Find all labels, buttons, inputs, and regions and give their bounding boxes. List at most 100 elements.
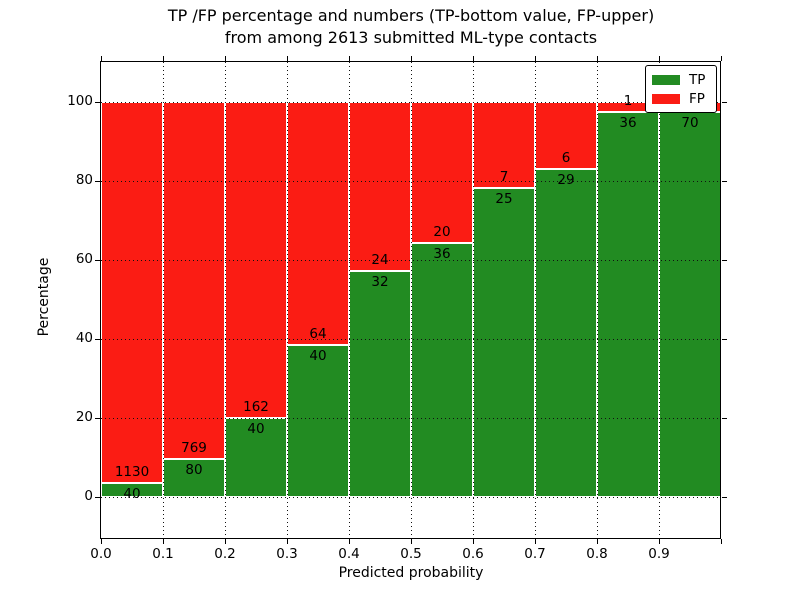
bar-label-tp: 70: [681, 115, 699, 132]
y-tick-mark: [95, 259, 100, 261]
x-tick-mark-top: [163, 56, 164, 61]
bar-segment-fp: [163, 101, 225, 460]
gridline-vertical: [163, 62, 164, 538]
y-tick-mark-right: [722, 259, 727, 261]
bar-label-fp: 24: [371, 251, 389, 268]
bar-label-fp: 64: [309, 325, 327, 342]
bar-segment-tp: [349, 270, 411, 497]
bar-label-fp: 20: [433, 223, 451, 240]
x-tick-label: 0.9: [648, 546, 670, 562]
bar-label-fp: 162: [243, 399, 269, 416]
legend-entry-tp: TP: [652, 73, 710, 87]
y-tick-mark-right: [722, 338, 727, 340]
y-tick-mark: [95, 496, 100, 498]
gridline-vertical: [411, 62, 412, 538]
bar-label-tp: 32: [371, 273, 389, 290]
bar-label-fp: 1: [623, 93, 633, 110]
x-tick-label: 0.6: [462, 546, 484, 562]
gridline-vertical: [659, 62, 660, 538]
x-tick-mark-top: [473, 56, 474, 61]
legend-label-tp: TP: [689, 71, 706, 88]
bar-segment-tp: [473, 187, 535, 497]
bar-label-tp: 40: [309, 347, 327, 364]
bar-segment-fp: [411, 101, 473, 243]
bar-segment-tp: [287, 344, 349, 497]
bar-label-fp: 6: [561, 150, 571, 167]
y-tick-mark: [95, 338, 100, 340]
y-tick-mark-right: [722, 417, 727, 419]
x-tick-label: 0.4: [338, 546, 360, 562]
x-tick-mark-top: [721, 56, 722, 61]
x-tick-mark: [473, 539, 474, 544]
bar-label-tp: 36: [619, 115, 637, 132]
y-tick-mark-right: [722, 496, 727, 498]
x-tick-mark-top: [287, 56, 288, 61]
x-axis-label: Predicted probability: [338, 565, 484, 581]
bar-segment-tp: [101, 483, 163, 497]
x-tick-mark: [163, 539, 164, 544]
gridline-vertical: [225, 62, 226, 538]
bar-label-fp: 769: [181, 440, 207, 457]
bar-label-tp: 36: [433, 245, 451, 262]
x-tick-label: 0.5: [400, 546, 422, 562]
bar-label-tp: 80: [185, 462, 203, 479]
legend-label-fp: FP: [689, 90, 705, 107]
x-tick-mark: [535, 539, 536, 544]
y-tick-label: 20: [75, 408, 93, 425]
x-tick-mark: [411, 539, 412, 544]
x-tick-mark-top: [411, 56, 412, 61]
x-tick-label: 0.8: [586, 546, 608, 562]
gridline-vertical: [287, 62, 288, 538]
x-tick-mark: [225, 539, 226, 544]
x-tick-mark-top: [659, 56, 660, 61]
x-tick-mark: [721, 539, 722, 544]
bar-segment-fp: [287, 101, 349, 345]
bar-label-tp: 25: [495, 190, 513, 207]
bar-label-fp: 7: [499, 168, 509, 185]
bar-segment-tp: [597, 112, 659, 497]
y-tick-label: 40: [75, 329, 93, 346]
bar-segment-fp: [349, 101, 411, 271]
gridline-vertical: [473, 62, 474, 538]
y-tick-mark-right: [722, 101, 727, 103]
bar-segment-tp: [163, 459, 225, 497]
x-tick-mark-top: [597, 56, 598, 61]
bar-label-tp: 40: [123, 486, 141, 502]
y-tick-mark: [95, 417, 100, 419]
gridline-vertical: [535, 62, 536, 538]
x-tick-mark: [101, 539, 102, 544]
x-tick-label: 0.3: [276, 546, 298, 562]
x-tick-mark-top: [349, 56, 350, 61]
y-tick-label: 0: [84, 487, 93, 504]
x-tick-label: 0.2: [214, 546, 236, 562]
bar-label-tp: 29: [557, 172, 575, 189]
bar-label-tp: 40: [247, 421, 265, 438]
x-tick-mark: [659, 539, 660, 544]
legend-entry-fp: FP: [652, 92, 710, 106]
y-tick-label: 80: [75, 171, 93, 188]
bar-label-fp: 1130: [114, 464, 150, 480]
y-tick-label: 60: [75, 250, 93, 267]
x-tick-mark: [287, 539, 288, 544]
gridline-vertical: [349, 62, 350, 538]
x-tick-label: 0.0: [90, 546, 112, 562]
legend-swatch-tp-icon: [652, 74, 680, 85]
y-tick-mark-right: [722, 180, 727, 182]
chart-title-line1: TP /FP percentage and numbers (TP-bottom…: [167, 6, 655, 25]
x-tick-mark: [597, 539, 598, 544]
x-tick-label: 0.1: [152, 546, 174, 562]
bar-segment-tp: [659, 112, 721, 497]
y-tick-mark: [95, 101, 100, 103]
x-tick-mark-top: [535, 56, 536, 61]
legend: TP FP: [645, 65, 717, 113]
chart-title-line2: from among 2613 submitted ML-type contac…: [224, 28, 598, 47]
gridline-vertical: [597, 62, 598, 538]
bar-segment-fp: [101, 101, 163, 483]
y-tick-mark: [95, 180, 100, 182]
y-axis-label: Percentage: [36, 257, 52, 337]
x-tick-label: 0.7: [524, 546, 546, 562]
y-tick-label: 100: [67, 92, 93, 109]
bar-segment-tp: [535, 169, 597, 497]
x-tick-mark: [349, 539, 350, 544]
